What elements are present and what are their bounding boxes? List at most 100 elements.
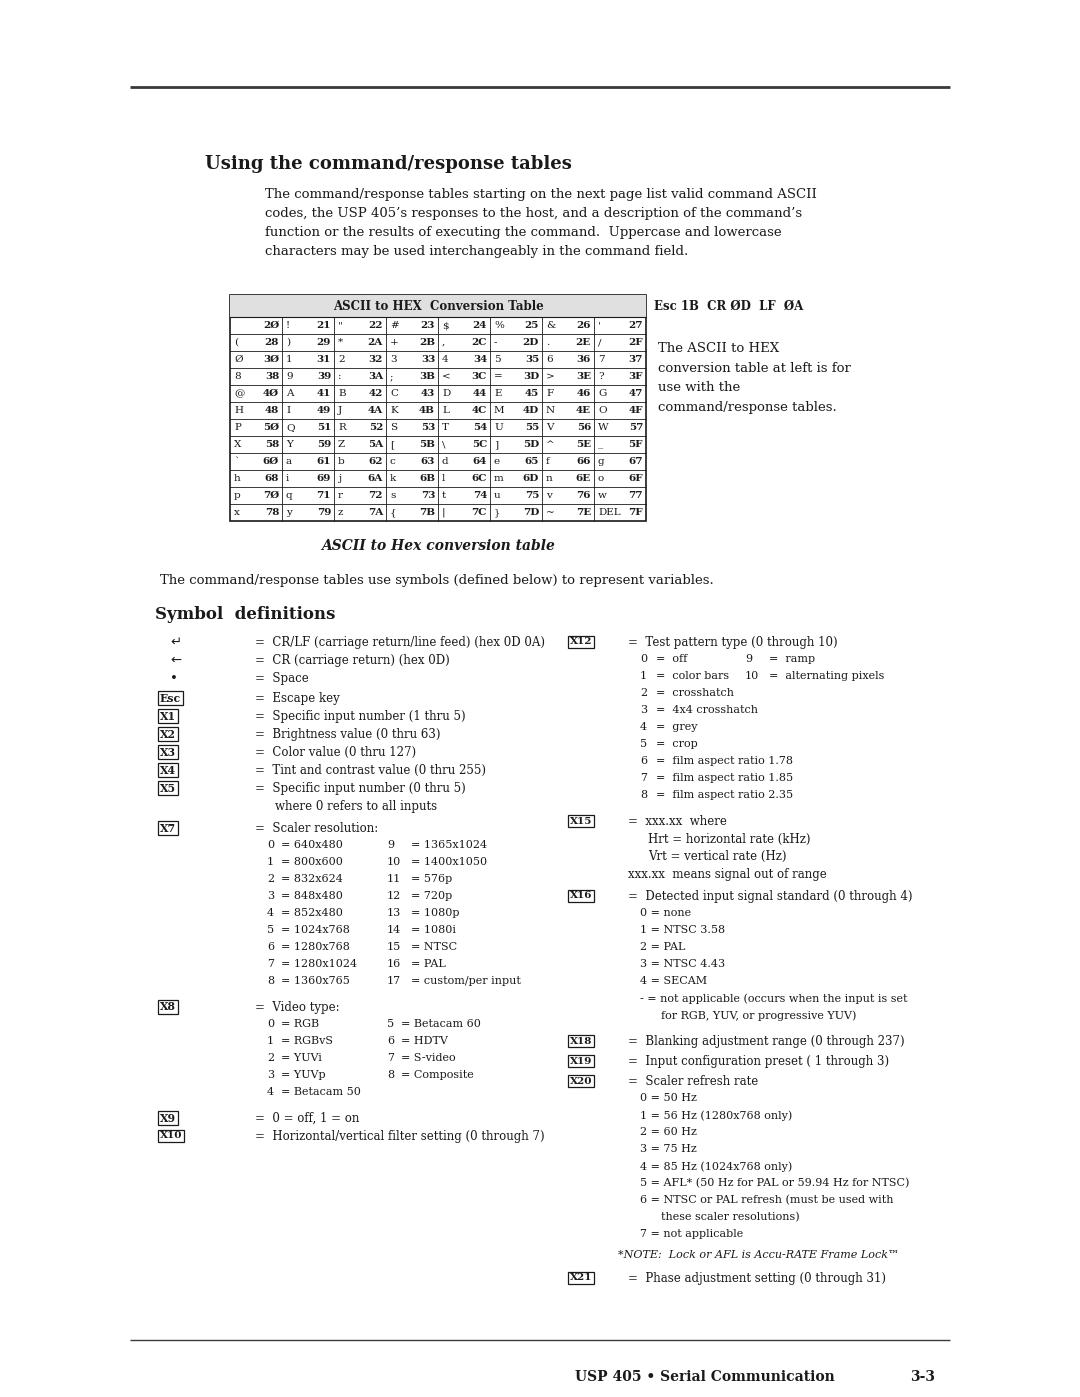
Text: 58: 58 [265,440,279,448]
Text: ): ) [286,338,291,346]
Text: [: [ [390,440,394,448]
Text: 46: 46 [577,388,591,398]
Text: =  Specific input number (0 thru 5): = Specific input number (0 thru 5) [255,782,465,795]
Text: X4: X4 [160,764,176,775]
Text: (: ( [234,338,238,346]
Text: Ø: Ø [234,355,243,365]
Text: ↵: ↵ [170,636,181,650]
Text: 2 = PAL: 2 = PAL [640,942,686,951]
Text: 12: 12 [387,891,402,901]
Text: 1: 1 [286,355,293,365]
Text: 0 = none: 0 = none [640,908,691,918]
Text: =  Tint and contrast value (0 thru 255): = Tint and contrast value (0 thru 255) [255,764,486,777]
Text: M: M [494,407,504,415]
Text: 7B: 7B [419,509,435,517]
Text: 6A: 6A [368,474,383,483]
Text: 32: 32 [368,355,383,365]
Text: s: s [390,490,395,500]
Text: 38: 38 [265,372,279,381]
Text: = YUVp: = YUVp [281,1070,326,1080]
Text: 4B: 4B [419,407,435,415]
Text: x: x [234,509,240,517]
Text: 3B: 3B [419,372,435,381]
Text: 31: 31 [316,355,330,365]
Text: X20: X20 [570,1077,593,1085]
Text: =  grey: = grey [656,722,698,732]
Text: 74: 74 [473,490,487,500]
Text: =  Blanking adjustment range (0 through 237): = Blanking adjustment range (0 through 2… [627,1035,905,1048]
Text: =  Test pattern type (0 through 10): = Test pattern type (0 through 10) [627,636,838,650]
Text: =  Input configuration preset ( 1 through 3): = Input configuration preset ( 1 through… [627,1055,889,1067]
Text: n: n [546,474,553,483]
Text: k: k [390,474,396,483]
Text: = 576p: = 576p [411,875,453,884]
Text: \: \ [442,440,446,448]
Text: $: $ [442,321,448,330]
Text: ;: ; [390,372,393,381]
Text: 4C: 4C [472,407,487,415]
Text: =  0 = off, 1 = on: = 0 = off, 1 = on [255,1112,360,1125]
Text: =  crop: = crop [656,739,698,749]
Text: =  Scaler resolution:: = Scaler resolution: [255,821,378,835]
Text: 62: 62 [368,457,383,467]
Text: 47: 47 [629,388,643,398]
Text: 37: 37 [629,355,643,365]
Text: - = not applicable (occurs when the input is set: - = not applicable (occurs when the inpu… [640,993,907,1003]
Text: X19: X19 [570,1056,592,1066]
Text: X8: X8 [160,1002,176,1013]
Text: 36: 36 [577,355,591,365]
Text: 79: 79 [316,509,330,517]
Text: 65: 65 [525,457,539,467]
Text: W: W [598,423,609,432]
Text: =  film aspect ratio 2.35: = film aspect ratio 2.35 [656,789,793,800]
Text: = NTSC: = NTSC [411,942,457,951]
Text: 7A: 7A [368,509,383,517]
Text: 3 = 75 Hz: 3 = 75 Hz [640,1144,697,1154]
Text: 39: 39 [316,372,330,381]
Text: 4 = SECAM: 4 = SECAM [640,977,707,986]
Text: 6: 6 [546,355,553,365]
Text: =  alternating pixels: = alternating pixels [769,671,885,680]
Text: = 1280x1024: = 1280x1024 [281,958,357,970]
Text: ASCII to HEX  Conversion Table: ASCII to HEX Conversion Table [333,299,543,313]
Text: 34: 34 [473,355,487,365]
Text: 4: 4 [267,908,274,918]
Text: =  Space: = Space [255,672,309,685]
Text: 68: 68 [265,474,279,483]
Text: c: c [390,457,395,467]
Text: X7: X7 [160,823,176,834]
Text: 4: 4 [442,355,448,365]
Text: ASCII to Hex conversion table: ASCII to Hex conversion table [321,539,555,553]
Text: 10: 10 [387,856,402,868]
Text: 76: 76 [577,490,591,500]
Text: A: A [286,388,294,398]
Text: 41: 41 [316,388,330,398]
Text: -: - [494,338,498,346]
Text: 17: 17 [387,977,401,986]
Text: 57: 57 [629,423,643,432]
Text: 0: 0 [640,654,647,664]
Text: 77: 77 [629,490,643,500]
Text: 4 = 85 Hz (1024x768 only): 4 = 85 Hz (1024x768 only) [640,1161,793,1172]
Text: = RGB: = RGB [281,1018,319,1030]
Text: Hrt = horizontal rate (kHz): Hrt = horizontal rate (kHz) [648,833,810,847]
Text: 67: 67 [629,457,643,467]
Text: +: + [390,338,399,346]
Text: @: @ [234,388,244,398]
Text: 4: 4 [267,1087,274,1097]
Text: 52: 52 [368,423,383,432]
Text: v: v [546,490,552,500]
Text: 25: 25 [525,321,539,330]
Text: G: G [598,388,606,398]
Text: t: t [442,490,446,500]
Text: 6D: 6D [523,474,539,483]
Text: 9: 9 [745,654,752,664]
Text: 5C: 5C [472,440,487,448]
Text: 4: 4 [640,722,647,732]
Text: 16: 16 [387,958,402,970]
Text: X5: X5 [160,782,176,793]
Text: ]: ] [494,440,498,448]
Text: 0 = 50 Hz: 0 = 50 Hz [640,1092,697,1104]
Text: =  Color value (0 thru 127): = Color value (0 thru 127) [255,746,416,759]
Text: 7F: 7F [629,509,643,517]
